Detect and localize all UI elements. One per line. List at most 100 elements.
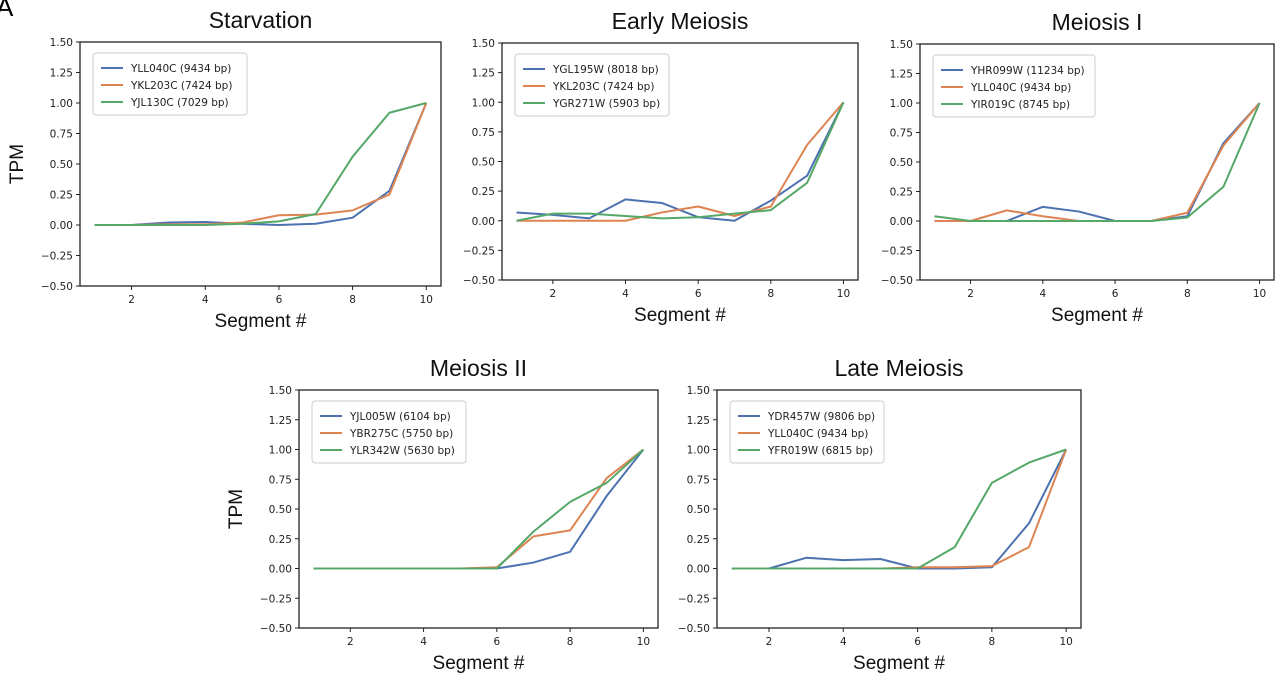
x-tick-label: 2 bbox=[128, 294, 135, 306]
series-line-1 bbox=[934, 102, 1261, 222]
legend-entry: YIR019C (8745 bp) bbox=[970, 99, 1070, 111]
legend-box bbox=[92, 52, 248, 116]
legend-entry: YKL203C (7424 bp) bbox=[130, 80, 232, 92]
legend-entry: YBR275C (5750 bp) bbox=[349, 428, 453, 440]
plot-frame bbox=[79, 41, 442, 287]
x-tick-label: 8 bbox=[1184, 288, 1191, 300]
legend-entry: YLL040C (9434 bp) bbox=[767, 428, 868, 440]
panel-letter: A bbox=[0, 0, 14, 22]
x-axis-label: Segment # bbox=[853, 653, 945, 674]
chart-title: Meiosis II bbox=[430, 355, 527, 381]
x-tick-label: 6 bbox=[493, 636, 500, 648]
legend-entry: YGL195W (8018 bp) bbox=[552, 64, 659, 76]
y-tick-label: 1.50 bbox=[687, 385, 710, 397]
y-tick-label: 0.00 bbox=[890, 216, 913, 228]
chart-title: Late Meiosis bbox=[834, 355, 963, 381]
legend-entry: YLL040C (9434 bp) bbox=[970, 82, 1071, 94]
legend-entry: YJL130C (7029 bp) bbox=[130, 97, 229, 109]
y-tick-label: −0.25 bbox=[41, 251, 73, 263]
series-line-2 bbox=[934, 102, 1261, 222]
plot-frame bbox=[716, 389, 1082, 629]
y-tick-label: 0.75 bbox=[687, 474, 710, 486]
x-tick-label: 10 bbox=[837, 288, 850, 300]
y-axis-label: TPM bbox=[226, 489, 247, 529]
y-tick-label: 0.00 bbox=[269, 564, 292, 576]
series-line-1 bbox=[313, 448, 645, 570]
plot-frame bbox=[919, 43, 1275, 281]
chart-panel-4: Meiosis II −0.50 −0.25 0.00 0.25 0.50 0.75 1.00… bbox=[226, 355, 659, 674]
legend-entry: YLL040C (9434 bp) bbox=[130, 63, 231, 75]
y-tick-label: 1.00 bbox=[50, 98, 73, 110]
chart-title: Meiosis I bbox=[1052, 9, 1143, 35]
legend-box bbox=[514, 53, 670, 117]
x-tick-label: 8 bbox=[567, 636, 574, 648]
plot-frame bbox=[298, 389, 659, 629]
legend-entry: YHR099W (11234 bp) bbox=[970, 65, 1085, 77]
legend-entry: YFR019W (6815 bp) bbox=[767, 445, 873, 457]
y-tick-label: −0.25 bbox=[260, 593, 292, 605]
y-tick-label: −0.50 bbox=[41, 281, 73, 293]
series-line-1 bbox=[94, 102, 428, 226]
series-line-2 bbox=[313, 448, 644, 570]
y-tick-label: 0.75 bbox=[269, 474, 292, 486]
x-tick-label: 6 bbox=[1112, 288, 1119, 300]
legend-entry: YDR457W (9806 bp) bbox=[767, 411, 875, 423]
chart-title: Early Meiosis bbox=[612, 8, 749, 34]
y-tick-label: 1.50 bbox=[472, 38, 495, 50]
legend-entry: YGR271W (5903 bp) bbox=[552, 98, 660, 110]
series-line-2 bbox=[94, 102, 428, 226]
plot-frame bbox=[501, 42, 859, 281]
y-tick-label: −0.50 bbox=[463, 275, 495, 287]
chart-panel-2: Early Meiosis −0.50 −0.25 0.00 0.25 0.50 0.75 1… bbox=[463, 8, 859, 326]
chart-title: Starvation bbox=[209, 7, 313, 33]
x-tick-label: 2 bbox=[550, 288, 557, 300]
y-tick-label: 0.50 bbox=[269, 504, 292, 516]
y-tick-label: 0.25 bbox=[890, 187, 913, 199]
series-line-1 bbox=[516, 101, 845, 222]
x-axis-label: Segment # bbox=[634, 305, 726, 326]
y-tick-label: 0.00 bbox=[50, 220, 73, 232]
legend-entry: YJL005W (6104 bp) bbox=[349, 411, 451, 423]
x-tick-label: 4 bbox=[420, 636, 427, 648]
series-line-3 bbox=[516, 101, 845, 222]
series-line-1 bbox=[731, 449, 1068, 570]
y-tick-label: −0.25 bbox=[678, 593, 710, 605]
series-line-3 bbox=[94, 102, 427, 226]
y-tick-label: 0.50 bbox=[890, 157, 913, 169]
x-tick-label: 10 bbox=[637, 636, 650, 648]
y-axis-label: TPM bbox=[7, 144, 28, 184]
x-tick-label: 10 bbox=[1253, 288, 1266, 300]
y-tick-label: 1.25 bbox=[687, 415, 710, 427]
x-tick-label: 4 bbox=[840, 636, 847, 648]
chart-panel-5: Late Meiosis −0.50 −0.25 0.00 0.25 0.50 0.75 1.… bbox=[678, 355, 1082, 674]
y-tick-label: 1.00 bbox=[890, 98, 913, 110]
series-line-3 bbox=[731, 448, 1067, 570]
y-tick-label: 1.50 bbox=[50, 37, 73, 49]
y-tick-label: 0.50 bbox=[50, 159, 73, 171]
y-tick-label: −0.25 bbox=[881, 246, 913, 258]
x-tick-label: 8 bbox=[349, 294, 356, 306]
x-tick-label: 4 bbox=[202, 294, 209, 306]
x-tick-label: 8 bbox=[767, 288, 774, 300]
y-tick-label: −0.50 bbox=[881, 275, 913, 287]
y-tick-label: 1.25 bbox=[890, 69, 913, 81]
y-tick-label: 1.00 bbox=[269, 445, 292, 457]
y-tick-label: −0.50 bbox=[260, 623, 292, 635]
y-tick-label: 0.50 bbox=[472, 157, 495, 169]
y-tick-label: 0.75 bbox=[890, 128, 913, 140]
y-tick-label: 0.00 bbox=[687, 564, 710, 576]
y-tick-label: 1.50 bbox=[269, 385, 292, 397]
y-tick-label: 1.50 bbox=[890, 39, 913, 51]
series-line-2 bbox=[516, 101, 845, 222]
x-tick-label: 2 bbox=[967, 288, 974, 300]
x-tick-label: 6 bbox=[276, 294, 283, 306]
y-tick-label: 1.00 bbox=[687, 445, 710, 457]
x-tick-label: 4 bbox=[1039, 288, 1046, 300]
x-axis-label: Segment # bbox=[215, 311, 307, 332]
y-tick-label: −0.25 bbox=[463, 245, 495, 257]
y-tick-label: 0.75 bbox=[472, 127, 495, 139]
y-tick-label: 0.25 bbox=[687, 534, 710, 546]
y-tick-label: 0.25 bbox=[269, 534, 292, 546]
legend-box bbox=[729, 400, 885, 464]
series-line-3 bbox=[313, 448, 645, 570]
